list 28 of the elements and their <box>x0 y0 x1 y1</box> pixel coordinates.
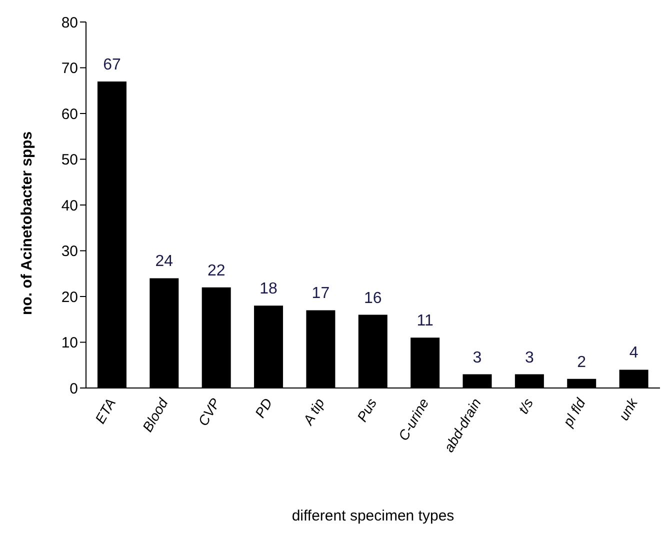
y-tick-label: 0 <box>70 380 78 398</box>
y-tick-label: 80 <box>61 14 78 32</box>
data-label: 3 <box>472 349 482 366</box>
x-axis-title: different specimen types <box>292 508 454 525</box>
data-label: 16 <box>364 290 382 307</box>
data-label: 24 <box>155 253 174 270</box>
y-tick-label: 10 <box>61 334 78 352</box>
data-label: 11 <box>416 312 434 330</box>
y-tick-label: 20 <box>61 288 78 306</box>
y-tick-label: 60 <box>61 106 78 123</box>
y-axis-title: no. of Acinetobacter spps <box>18 131 36 315</box>
data-label: 22 <box>207 262 226 280</box>
x-tick-label: t/s <box>514 396 536 416</box>
data-label: 18 <box>260 280 278 298</box>
data-label: 2 <box>577 354 586 371</box>
x-tick-label: A tip <box>299 395 328 428</box>
data-label: 67 <box>103 56 121 74</box>
y-tick-label: 30 <box>61 243 78 260</box>
y-tick-label: 50 <box>61 152 78 169</box>
y-tick-label: 40 <box>61 197 78 214</box>
data-label: 17 <box>312 285 330 302</box>
x-tick-label: unk <box>615 394 642 424</box>
x-tick-label: PD <box>252 396 276 420</box>
x-tick-label: Pus <box>354 396 380 424</box>
y-tick-label: 70 <box>61 60 78 78</box>
x-tick-label: pl fld <box>559 394 589 430</box>
data-label: 4 <box>629 344 638 362</box>
data-label: 3 <box>524 349 534 366</box>
